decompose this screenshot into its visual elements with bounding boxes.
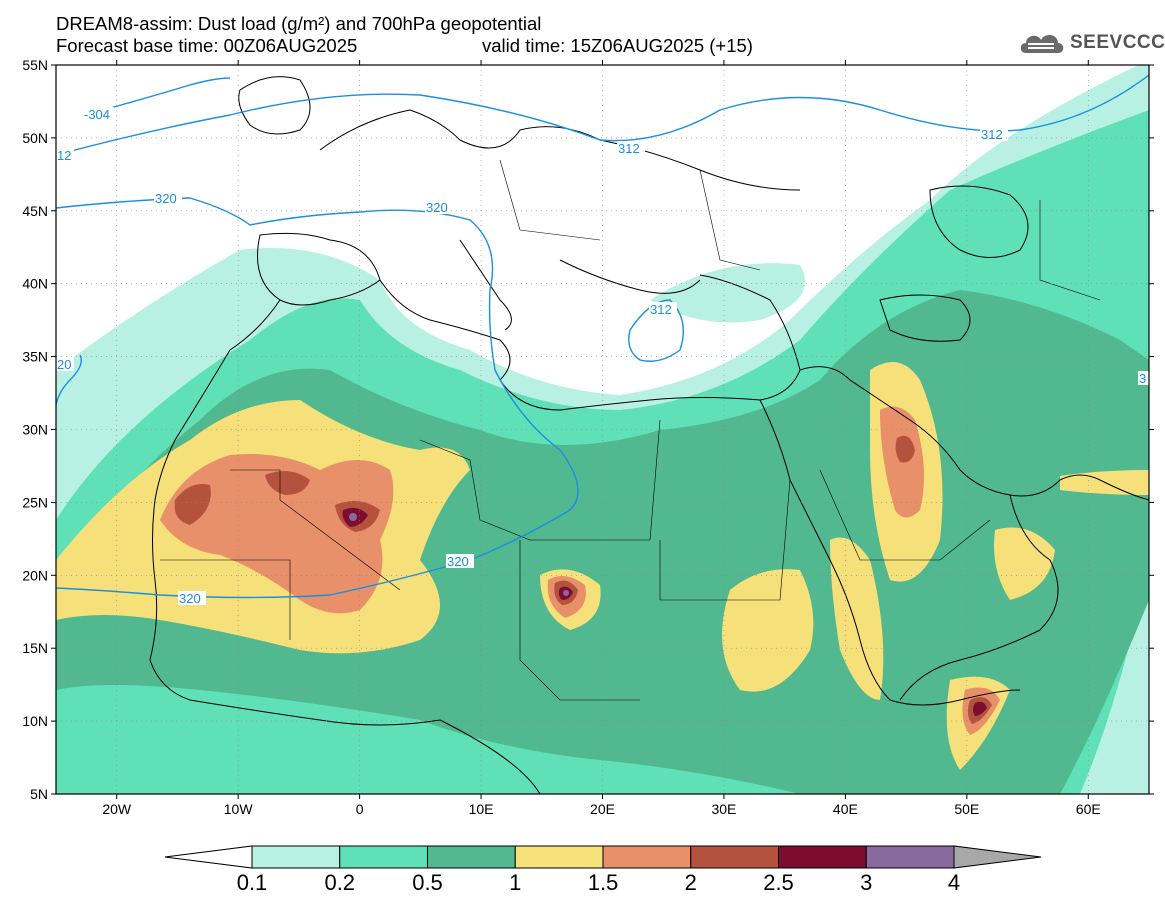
colorbar-label: 3 [860, 870, 872, 895]
colorbar-label: 0.5 [412, 870, 443, 895]
lat-label: 25N [22, 494, 48, 510]
dust-band-1-redsea [830, 537, 884, 700]
lon-label: 60E [1076, 801, 1101, 817]
dust-band-2-arabia [895, 435, 915, 463]
longitude-labels: 20W 10W 0 10E 20E 30E 40E 50E 60E [102, 801, 1100, 817]
colorbar [164, 845, 1042, 869]
dust-band-2-algeria [265, 471, 310, 495]
colorbar-swatch [865, 845, 955, 869]
contour-label: 312 [981, 127, 1003, 142]
colorbar-swatch [690, 845, 779, 869]
latitude-labels: 55N 50N 45N 40N 35N 30N 25N 20N 15N 10N 5N [22, 57, 48, 802]
colorbar-min-triangle [164, 845, 253, 869]
colorbar-swatch [251, 845, 341, 869]
lon-label: 30E [711, 801, 736, 817]
dust-band-3-chad [563, 590, 569, 596]
gridlines [56, 65, 1149, 794]
lon-label: 20E [590, 801, 615, 817]
logo-text: SEEVCCC [1070, 32, 1165, 53]
contour-label: 320 [155, 191, 177, 206]
contour-label: 312 [618, 141, 640, 156]
contour-label: 320 [426, 200, 448, 215]
colorbar-swatch [427, 845, 516, 869]
dust-band-2-west [174, 484, 211, 525]
chart-title-line1: DREAM8-assim: Dust load (g/m²) and 700hP… [56, 13, 542, 34]
colorbar-label: 0.2 [324, 870, 355, 895]
forecast-base-time: Forecast base time: 00Z06AUG2025 [56, 35, 358, 56]
lon-label: 50E [954, 801, 979, 817]
colorbar-label: 4 [948, 870, 960, 895]
contour-label: 3 [1139, 371, 1146, 386]
borders [160, 159, 1101, 701]
lon-label: 40E [833, 801, 858, 817]
colorbar-max-triangle [953, 845, 1042, 869]
lat-label: 45N [22, 203, 48, 219]
cloud-icon [1020, 34, 1064, 53]
colorbar-label: 2 [685, 870, 697, 895]
colorbar-labels: 0.1 0.2 0.5 1 1.5 2 2.5 3 4 [237, 870, 960, 895]
contour-labels: -304 12 320 312 320 312 20 320 320 312 3 [56, 107, 1149, 606]
colorbar-swatch [602, 845, 692, 869]
contour-label: 320 [179, 591, 201, 606]
axis-ticks [51, 60, 1154, 799]
valid-time: valid time: 15Z06AUG2025 (+15) [482, 35, 753, 56]
lat-label: 15N [22, 640, 48, 656]
lat-label: 30N [22, 422, 48, 438]
colorbar-label: 1 [509, 870, 521, 895]
contour-label: 312 [650, 302, 672, 317]
lon-label: 0 [356, 801, 364, 817]
lat-label: 55N [22, 57, 48, 73]
seevccc-logo: SEEVCCC [1018, 28, 1165, 58]
lat-label: 10N [22, 713, 48, 729]
dust-band-0-1-patch [650, 263, 805, 323]
colorbar-swatch [778, 845, 867, 869]
colorbar-label: 1.5 [588, 870, 619, 895]
lat-label: 40N [22, 276, 48, 292]
lat-label: 20N [22, 567, 48, 583]
contour-label: 12 [57, 148, 71, 163]
contour-label: 20 [57, 357, 71, 372]
dust-band-3-center [349, 513, 357, 521]
dust-band-1-5-sahara [160, 454, 394, 614]
lat-label: 50N [22, 130, 48, 146]
dust-band-1-oman [994, 527, 1055, 600]
colorbar-swatch [514, 845, 604, 869]
lon-label: 10E [469, 801, 494, 817]
lon-label: 10W [224, 801, 254, 817]
dust-band-2-5-horn [973, 701, 987, 716]
colorbar-label: 0.1 [237, 870, 268, 895]
lat-label: 5N [30, 786, 48, 802]
contour-label: 320 [447, 554, 469, 569]
lon-label: 20W [102, 801, 132, 817]
colorbar-swatch [339, 845, 428, 869]
dust-load-field: -304 12 320 312 320 312 20 320 320 312 3 [56, 65, 1149, 794]
lat-label: 35N [22, 349, 48, 365]
colorbar-label: 2.5 [763, 870, 794, 895]
contour-label: -304 [84, 107, 110, 122]
